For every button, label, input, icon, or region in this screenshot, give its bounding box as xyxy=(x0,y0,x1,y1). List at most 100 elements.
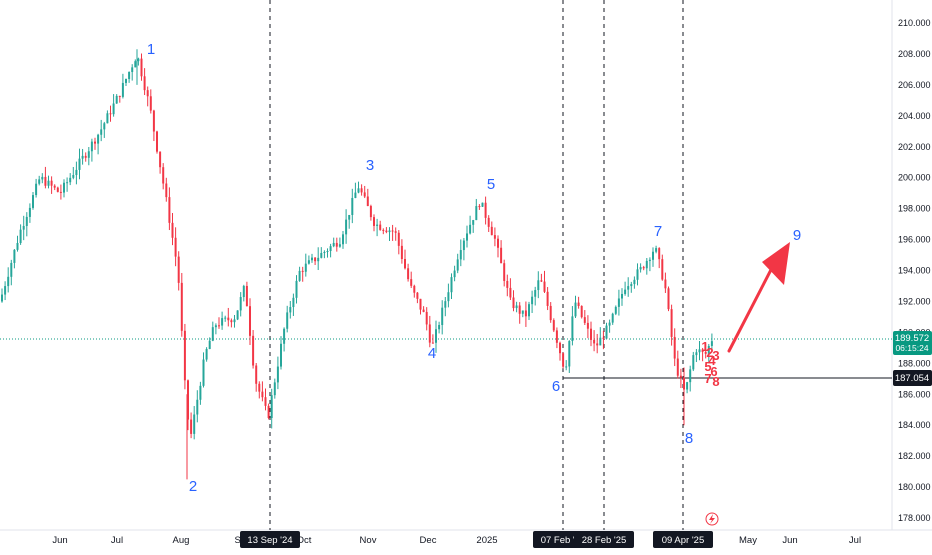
candle-body[interactable] xyxy=(199,385,202,400)
candle-body[interactable] xyxy=(410,279,413,286)
candle-body[interactable] xyxy=(710,341,713,346)
candle-body[interactable] xyxy=(413,285,416,293)
candle-body[interactable] xyxy=(397,232,400,246)
candle-body[interactable] xyxy=(230,320,233,323)
candle-body[interactable] xyxy=(112,103,115,115)
candle-body[interactable] xyxy=(490,226,493,236)
candle-body[interactable] xyxy=(22,225,25,230)
candle-body[interactable] xyxy=(329,246,332,252)
candle-body[interactable] xyxy=(676,358,679,376)
candle-body[interactable] xyxy=(580,305,583,318)
level-price-tag[interactable] xyxy=(893,369,932,386)
candle-body[interactable] xyxy=(503,263,506,281)
candle-body[interactable] xyxy=(354,192,357,198)
candle-body[interactable] xyxy=(574,302,577,317)
candle-body[interactable] xyxy=(1,294,3,302)
date-tag[interactable] xyxy=(653,531,713,548)
candle-body[interactable] xyxy=(97,134,100,144)
candle-body[interactable] xyxy=(608,322,611,326)
candle-body[interactable] xyxy=(193,414,196,434)
candle-body[interactable] xyxy=(475,206,478,221)
candle-body[interactable] xyxy=(326,251,329,253)
candle-body[interactable] xyxy=(524,310,527,317)
candle-body[interactable] xyxy=(345,219,348,235)
candle-body[interactable] xyxy=(218,325,220,327)
candle-body[interactable] xyxy=(276,366,279,383)
candle-body[interactable] xyxy=(174,237,177,257)
candle-body[interactable] xyxy=(596,343,599,346)
candle-body[interactable] xyxy=(81,155,84,159)
candle-body[interactable] xyxy=(35,183,38,196)
candle-body[interactable] xyxy=(261,391,264,398)
candle-body[interactable] xyxy=(106,113,109,124)
candle-body[interactable] xyxy=(586,322,589,329)
candle-body[interactable] xyxy=(590,328,592,340)
candle-body[interactable] xyxy=(162,167,165,184)
candle-body[interactable] xyxy=(546,291,549,306)
candle-body[interactable] xyxy=(258,383,261,392)
candle-body[interactable] xyxy=(462,240,465,251)
candle-body[interactable] xyxy=(400,245,403,260)
candle-body[interactable] xyxy=(221,318,224,326)
candle-body[interactable] xyxy=(617,298,620,307)
candle-body[interactable] xyxy=(388,230,391,233)
candle-body[interactable] xyxy=(534,290,537,297)
candle-body[interactable] xyxy=(559,342,561,354)
candle-body[interactable] xyxy=(686,382,689,390)
candle-body[interactable] xyxy=(707,345,710,354)
candle-body[interactable] xyxy=(543,281,546,292)
candle-body[interactable] xyxy=(317,257,320,262)
candle-body[interactable] xyxy=(447,292,450,302)
candle-body[interactable] xyxy=(227,317,230,321)
projection-arrow-head[interactable] xyxy=(762,242,790,285)
candle-body[interactable] xyxy=(307,260,310,264)
candle-body[interactable] xyxy=(441,307,444,326)
candle-body[interactable] xyxy=(63,182,65,193)
candle-body[interactable] xyxy=(391,230,394,232)
candle-body[interactable] xyxy=(180,282,183,331)
candle-body[interactable] xyxy=(245,285,248,307)
candle-body[interactable] xyxy=(338,244,341,247)
candle-body[interactable] xyxy=(528,304,530,317)
candle-body[interactable] xyxy=(236,310,239,320)
candle-body[interactable] xyxy=(109,113,112,115)
candle-body[interactable] xyxy=(593,339,596,344)
candle-body[interactable] xyxy=(552,320,555,331)
candle-body[interactable] xyxy=(320,252,323,258)
candle-body[interactable] xyxy=(404,259,406,269)
candle-body[interactable] xyxy=(521,310,524,314)
candle-body[interactable] xyxy=(115,95,118,104)
candle-body[interactable] xyxy=(652,251,654,260)
candle-body[interactable] xyxy=(190,419,193,434)
candle-body[interactable] xyxy=(137,58,140,62)
candle-body[interactable] xyxy=(28,207,31,217)
candle-body[interactable] xyxy=(667,288,670,310)
candle-body[interactable] xyxy=(211,327,214,341)
candle-body[interactable] xyxy=(187,380,189,420)
event-icon[interactable] xyxy=(705,512,719,526)
candle-body[interactable] xyxy=(84,155,87,158)
candle-body[interactable] xyxy=(47,180,50,186)
candle-body[interactable] xyxy=(311,257,313,261)
candle-body[interactable] xyxy=(59,191,62,193)
candle-body[interactable] xyxy=(128,72,131,80)
candle-body[interactable] xyxy=(90,141,93,152)
candle-body[interactable] xyxy=(196,399,199,415)
candle-body[interactable] xyxy=(431,342,434,344)
candle-body[interactable] xyxy=(366,196,369,207)
candle-body[interactable] xyxy=(233,319,236,323)
candle-body[interactable] xyxy=(531,296,534,305)
candle-body[interactable] xyxy=(679,375,682,378)
candle-body[interactable] xyxy=(165,183,168,198)
candle-body[interactable] xyxy=(518,305,521,314)
candle-body[interactable] xyxy=(450,277,453,293)
candle-body[interactable] xyxy=(509,287,512,298)
candle-body[interactable] xyxy=(264,397,267,406)
candle-body[interactable] xyxy=(670,309,673,337)
candle-body[interactable] xyxy=(283,328,286,344)
candle-body[interactable] xyxy=(422,309,425,312)
candle-body[interactable] xyxy=(478,206,481,208)
candle-body[interactable] xyxy=(633,279,636,285)
candle-body[interactable] xyxy=(692,355,695,370)
